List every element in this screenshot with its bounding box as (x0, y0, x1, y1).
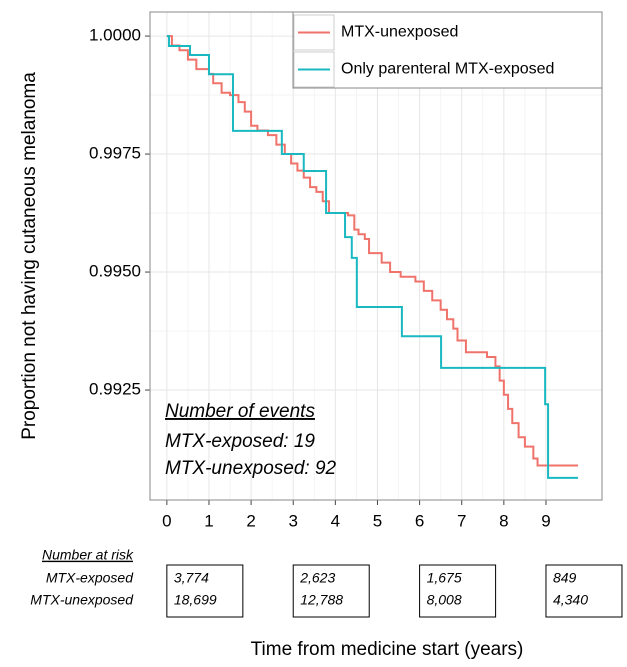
legend-label: MTX-unexposed (341, 24, 458, 41)
risk-cell: 1,675 (427, 570, 462, 586)
events-line: MTX-unexposed: 92 (165, 458, 337, 479)
risk-cell: 18,699 (174, 592, 217, 608)
risk-cell: 2,623 (299, 570, 335, 586)
x-axis-label: Time from medicine start (years) (251, 639, 524, 660)
x-tick-label: 6 (415, 511, 424, 530)
risk-row-name: MTX-unexposed (30, 592, 134, 608)
x-tick-label: 2 (246, 511, 255, 530)
x-tick-label: 4 (331, 511, 340, 530)
legend-label: Only parenteral MTX-exposed (341, 61, 554, 78)
risk-row-name: MTX-exposed (46, 570, 134, 586)
risk-cell: 4,340 (553, 592, 588, 608)
y-tick-label: 0.9925 (89, 380, 141, 399)
x-tick-label: 1 (204, 511, 213, 530)
y-tick-label: 0.9975 (89, 144, 141, 163)
risk-box (419, 564, 497, 618)
legend-box (292, 11, 603, 89)
events-title: Number of events (165, 401, 315, 422)
risk-cell: 8,008 (427, 592, 462, 608)
x-tick-label: 5 (373, 511, 382, 530)
risk-title: Number at risk (42, 547, 134, 563)
y-axis-label: Proportion not having cutaneous melanoma (19, 72, 40, 440)
x-tick-label: 8 (499, 511, 508, 530)
risk-cell: 3,774 (174, 570, 209, 586)
survival-line (166, 35, 578, 467)
y-tick-label: 1.0000 (89, 26, 141, 45)
risk-box (292, 564, 370, 618)
x-tick-label: 7 (457, 511, 466, 530)
x-tick-label: 3 (288, 511, 297, 530)
survival-line (166, 35, 578, 479)
y-tick-label: 0.9950 (89, 262, 141, 281)
x-tick-label: 9 (541, 511, 550, 530)
x-tick-label: 0 (162, 511, 171, 530)
risk-box (166, 564, 244, 618)
risk-box (545, 564, 623, 618)
risk-cell: 849 (553, 570, 577, 586)
risk-cell: 12,788 (300, 592, 343, 608)
events-line: MTX-exposed: 19 (165, 431, 315, 452)
